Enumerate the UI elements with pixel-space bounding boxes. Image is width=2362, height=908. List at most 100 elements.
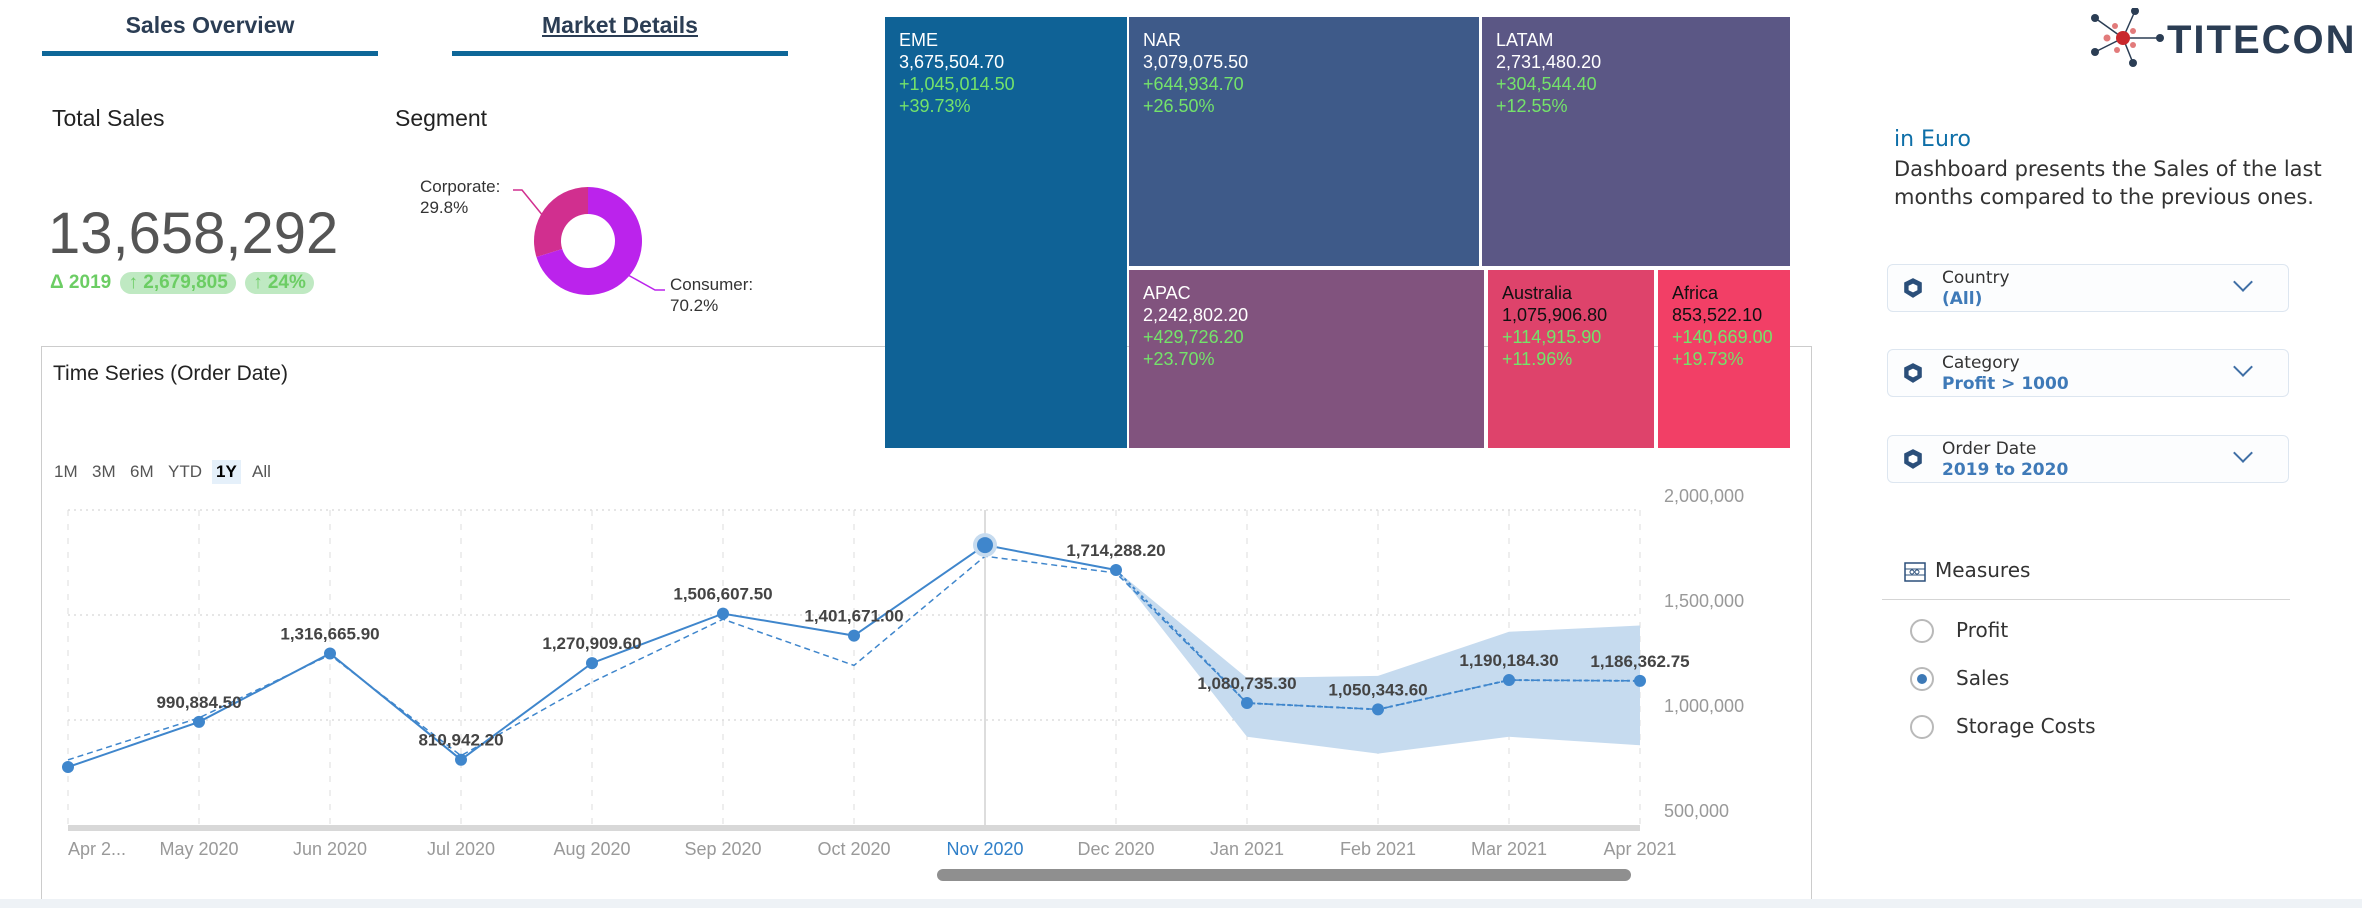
x-tick-label: Mar 2021	[1471, 839, 1547, 859]
data-point[interactable]	[1110, 563, 1122, 576]
consumer-label: Consumer: 70.2%	[670, 274, 753, 316]
filter-label: Country	[1942, 268, 2010, 288]
data-point[interactable]	[717, 607, 729, 620]
data-label: 990,884.50	[156, 693, 241, 712]
tab-label: Market Details	[542, 12, 698, 38]
filter-label: Category	[1942, 353, 2020, 373]
data-label: 1,506,607.50	[673, 585, 772, 604]
data-label: 1,186,362.75	[1590, 652, 1689, 671]
data-point[interactable]	[1372, 703, 1384, 716]
total-sales-value: 13,658,292	[48, 201, 339, 266]
chevron-down-icon[interactable]	[2233, 357, 2253, 377]
data-label: 1,270,909.60	[542, 634, 641, 653]
treemap-tile-nar[interactable]: NAR 3,079,075.50 +644,934.70 +26.50%	[1129, 17, 1479, 266]
data-point[interactable]	[324, 647, 336, 660]
data-point[interactable]	[1503, 674, 1515, 687]
filter-value: 2019 to 2020	[1942, 460, 2069, 480]
tile-name: Australia	[1502, 283, 1573, 303]
treemap-tile-apac[interactable]: APAC 2,242,802.20 +429,726.20 +23.70%	[1129, 270, 1484, 448]
treemap-tile-latam[interactable]: LATAM 2,731,480.20 +304,544.40 +12.55%	[1482, 17, 1790, 266]
data-label: 1,050,343.60	[1328, 680, 1427, 699]
description-line: months compared to the previous ones.	[1894, 185, 2314, 209]
y-tick-label: 2,000,000	[1664, 486, 1744, 506]
measures-icon	[1904, 562, 1926, 582]
footer-strip	[0, 899, 2362, 908]
data-label: 1,401,671.00	[804, 607, 903, 626]
tile-name: LATAM	[1496, 30, 1554, 50]
tile-name: NAR	[1143, 30, 1182, 50]
titecon-logo-text: TITECON	[2167, 18, 2357, 62]
data-label: 1,190,184.30	[1459, 651, 1558, 670]
data-label: 1,714,288.20	[1066, 541, 1165, 560]
data-point[interactable]	[193, 715, 205, 728]
data-label: 810,942.20	[418, 731, 503, 750]
x-tick-label: Apr 2...	[68, 839, 126, 859]
radio-label-sales[interactable]: Sales	[1956, 666, 2010, 690]
x-tick-label: Jul 2020	[427, 839, 495, 859]
segment-donut-chart	[513, 187, 665, 295]
radio-sales[interactable]	[1910, 667, 1934, 691]
data-point[interactable]	[848, 629, 860, 642]
data-point[interactable]	[586, 657, 598, 670]
radio-label-profit[interactable]: Profit	[1956, 618, 2009, 642]
donut-slice-consumer[interactable]	[536, 187, 642, 295]
total-sales-delta: Δ 2019 ↑ 2,679,805 ↑ 24%	[50, 272, 314, 294]
country-filter-dropdown[interactable]: Country (All)	[1887, 264, 2289, 312]
delta-percent-badge: ↑ 24%	[245, 272, 314, 294]
tile-delta: +114,915.90	[1502, 327, 1602, 347]
x-tick-label: Apr 2021	[1603, 839, 1676, 859]
range-3m[interactable]: 3M	[92, 462, 116, 481]
data-point[interactable]	[62, 761, 74, 774]
range-all[interactable]: All	[252, 462, 271, 481]
tile-name: EME	[899, 30, 939, 50]
order-date-filter-dropdown[interactable]: Order Date 2019 to 2020	[1887, 435, 2289, 483]
x-tick-label: Feb 2021	[1340, 839, 1416, 859]
dimension-cube-icon	[1904, 449, 1922, 469]
x-axis-bar	[68, 825, 1640, 831]
timeseries-chart: 2,000,000 1,500,000 1,000,000 500,000 Apr 2.…	[62, 486, 1744, 881]
tab-sales-overview[interactable]: Sales Overview	[42, 10, 378, 56]
segment-title: Segment	[395, 105, 488, 131]
radio-storage-costs[interactable]	[1910, 715, 1934, 739]
tab-market-details[interactable]: Market Details	[452, 10, 788, 56]
treemap-tile-eme[interactable]: EME 3,675,504.70 +1,045,014.50 +39.73%	[885, 17, 1127, 448]
data-point[interactable]	[1241, 697, 1253, 710]
radio-label-storage-costs[interactable]: Storage Costs	[1956, 714, 2096, 738]
consumer-label-name: Consumer:	[670, 275, 754, 294]
x-tick-label: May 2020	[159, 839, 238, 859]
tile-name: APAC	[1143, 283, 1191, 303]
data-point[interactable]	[977, 537, 993, 554]
chevron-down-icon[interactable]	[2233, 272, 2253, 292]
corporate-leader-line	[513, 189, 549, 223]
tab-label: Sales Overview	[125, 12, 295, 38]
data-point[interactable]	[1634, 674, 1646, 687]
consumer-label-pct: 70.2%	[670, 296, 719, 315]
corporate-label-pct: 29.8%	[420, 198, 469, 217]
treemap-tile-australia[interactable]: Australia 1,075,906.80 +114,915.90 +11.96%	[1488, 270, 1654, 448]
tile-value: 3,675,504.70	[899, 52, 1005, 72]
category-filter-dropdown[interactable]: Category Profit > 1000	[1887, 349, 2289, 397]
radio-profit[interactable]	[1910, 619, 1934, 643]
data-point[interactable]	[455, 753, 467, 766]
tile-delta: +429,726.20	[1143, 327, 1244, 347]
range-1y[interactable]: 1Y	[212, 460, 241, 484]
x-tick-label: Nov 2020	[946, 839, 1023, 859]
range-1m[interactable]: 1M	[54, 462, 78, 481]
corporate-label-name: Corporate:	[420, 177, 501, 196]
x-tick-label: Jun 2020	[293, 839, 367, 859]
actual-series-line	[67, 544, 1117, 768]
horizontal-scrollbar[interactable]	[937, 869, 1631, 881]
description-line: Dashboard presents the Sales of the last	[1894, 157, 2322, 181]
range-ytd[interactable]: YTD	[168, 462, 202, 481]
treemap-tile-africa[interactable]: Africa 853,522.10 +140,669.00 +19.73%	[1658, 270, 1790, 448]
chevron-down-icon[interactable]	[2233, 443, 2253, 463]
tile-value: 1,075,906.80	[1502, 305, 1608, 325]
filter-value: (All)	[1942, 289, 1983, 309]
titecon-logo-icon	[2091, 8, 2164, 67]
filter-value: Profit > 1000	[1942, 374, 2069, 394]
tile-delta: +1,045,014.50	[899, 74, 1015, 94]
tile-pct: +39.73%	[899, 96, 971, 116]
range-6m[interactable]: 6M	[130, 462, 154, 481]
tile-delta: +304,544.40	[1496, 74, 1597, 94]
donut-slice-corporate[interactable]	[534, 187, 588, 258]
